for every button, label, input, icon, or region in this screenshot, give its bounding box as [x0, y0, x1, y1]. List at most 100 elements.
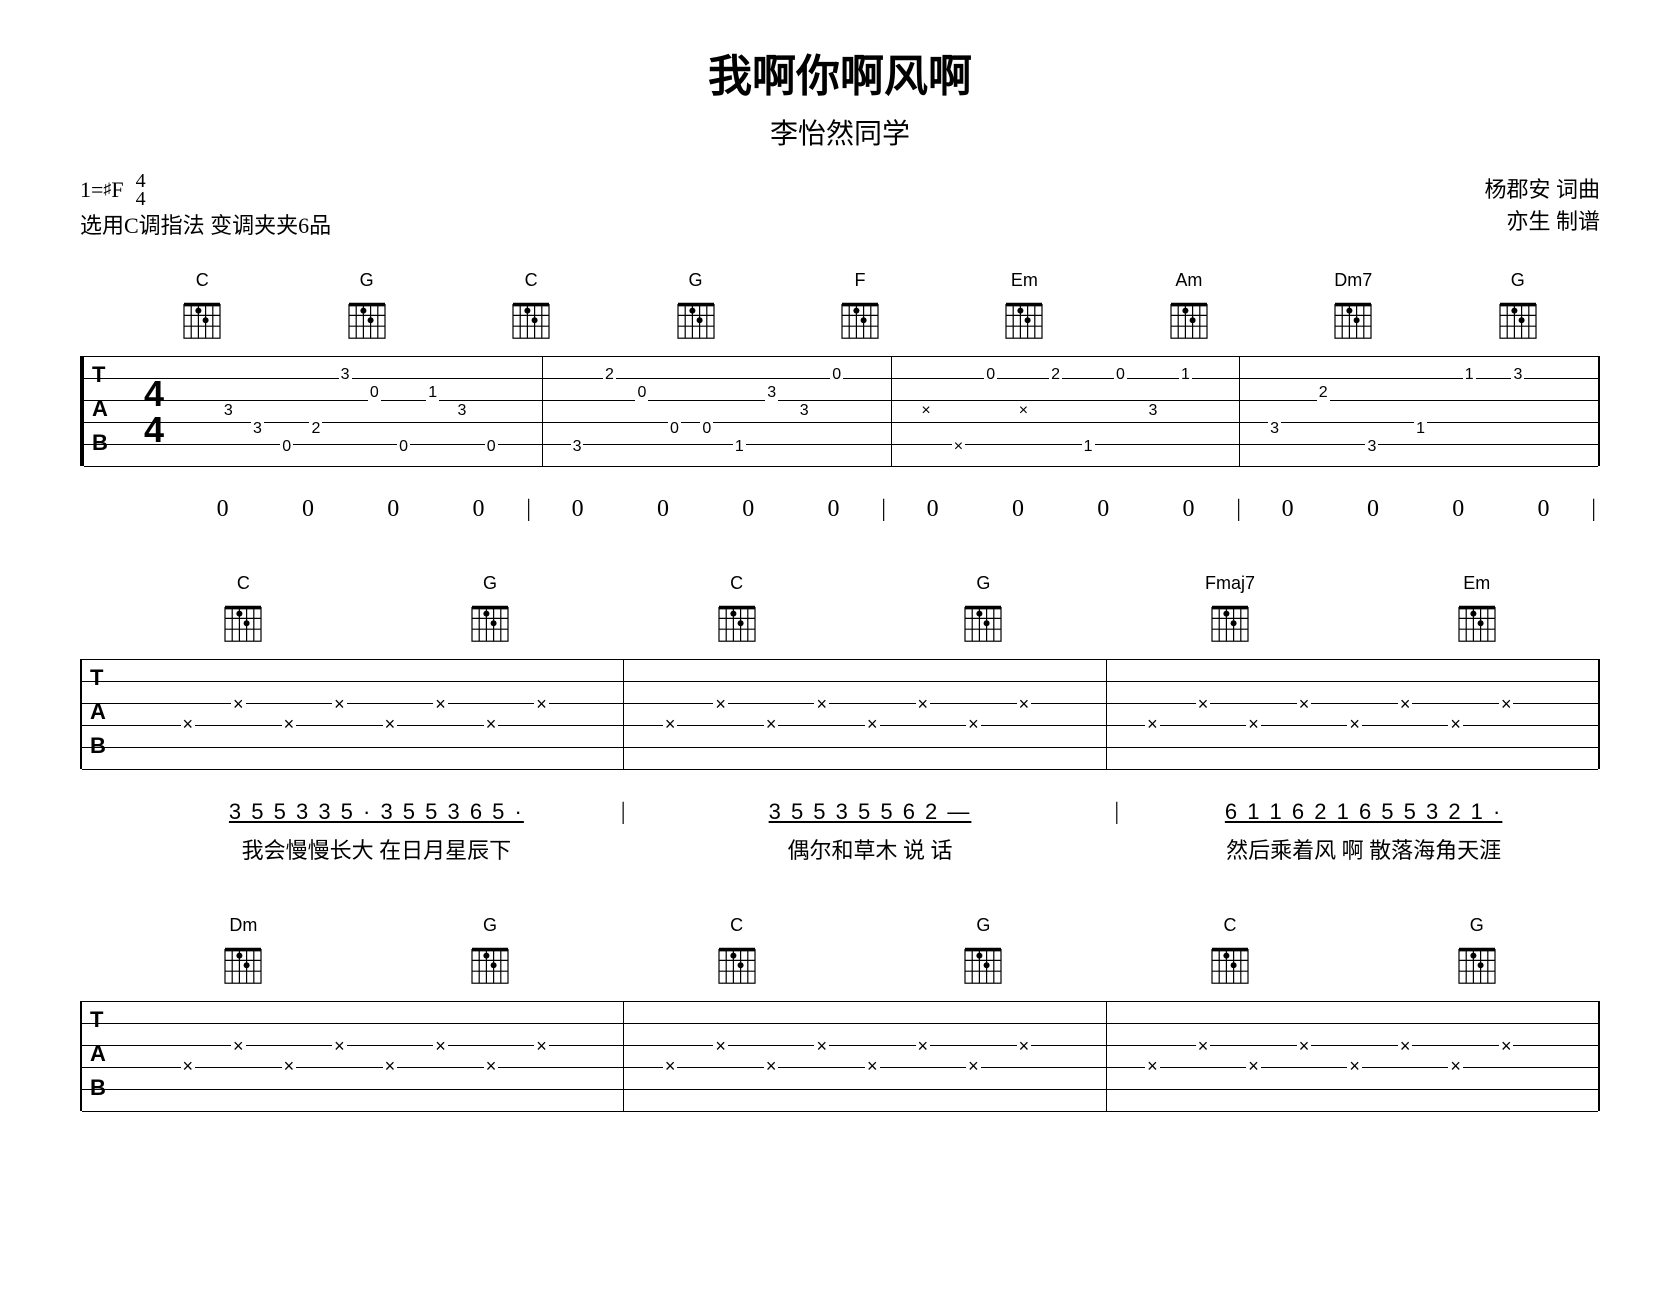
tab-note: 1: [1179, 366, 1192, 384]
chord-dm7: Dm7: [1271, 270, 1435, 348]
song-title: 我啊你啊风啊: [80, 40, 1600, 104]
jianpu-measure: 6 1 1 6 2 1 6 5 5 3 2 1 ·然后乘着风 啊 散落海角天涯: [1127, 799, 1600, 865]
tab-note: ×: [433, 1036, 448, 1057]
tab-note: 0: [280, 438, 293, 456]
tab-note: 0: [485, 438, 498, 456]
tab-note: ×: [1196, 1036, 1211, 1057]
tab-staff-1: T A B 4 4 3302300130320001330××0×2103132…: [80, 356, 1600, 466]
tab-staff-2: T A B ××××××××××××××××××××××××: [80, 659, 1600, 769]
tab-t: T: [92, 362, 105, 388]
tab-note: ×: [181, 1056, 196, 1077]
tab-note: ×: [814, 694, 829, 715]
rest-note: 0: [1282, 496, 1294, 523]
tab-note: ×: [1347, 714, 1362, 735]
tab-note: ×: [534, 694, 549, 715]
rest-note: 0: [1452, 496, 1464, 523]
tab-note: 3: [251, 420, 264, 438]
tab-note: 3: [798, 402, 811, 420]
tab-note: ×: [1297, 1036, 1312, 1057]
key-note: F: [111, 177, 123, 203]
rest-note: 0: [302, 496, 314, 523]
tab-note: 1: [733, 438, 746, 456]
tab-note: ×: [814, 1036, 829, 1057]
system-2: CGCGFmaj7Em T A B ××××××××××××××××××××××…: [80, 573, 1600, 865]
tab-a: A: [90, 699, 106, 725]
tab-b: B: [92, 430, 108, 456]
measure: ××××××××: [1107, 659, 1588, 769]
rest-note: 0: [572, 496, 584, 523]
tab-note: ×: [916, 1036, 931, 1057]
tab-note: 3: [1268, 420, 1281, 438]
chord-c: C: [613, 915, 860, 993]
chord-c: C: [120, 573, 367, 651]
tab-t: T: [90, 1007, 103, 1033]
tab-note: ×: [332, 694, 347, 715]
tab-note: 3: [456, 402, 469, 420]
tab-note: ×: [865, 714, 880, 735]
tab-note: 0: [1114, 366, 1127, 384]
barline: |: [1232, 496, 1245, 523]
tab-note: ×: [1017, 694, 1032, 715]
tab-note: ×: [966, 714, 981, 735]
tab-note: ×: [1398, 694, 1413, 715]
tab-note: 0: [984, 366, 997, 384]
tab-note: ×: [1347, 1056, 1362, 1077]
jianpu-measure: 3 5 5 3 5 5 6 2 —偶尔和草木 说 话: [634, 799, 1107, 865]
measure: 323113: [1240, 356, 1588, 466]
measure: 320001330: [543, 356, 892, 466]
tab-note: 3: [339, 366, 352, 384]
tab-note: 1: [426, 384, 439, 402]
chord-f: F: [778, 270, 942, 348]
tab-note: ×: [663, 714, 678, 735]
tab-note: ×: [1017, 402, 1030, 420]
tab-note: ×: [383, 714, 398, 735]
chord-c: C: [1107, 915, 1354, 993]
tab-b: B: [90, 1075, 106, 1101]
chord-c: C: [120, 270, 284, 348]
chord-g: G: [1436, 270, 1600, 348]
tab-note: ×: [1246, 714, 1261, 735]
chord-g: G: [284, 270, 448, 348]
credit-transcriber: 亦生 制谱: [1484, 204, 1600, 236]
meta-row: 1= ♯ F 4 4 选用C调指法 变调夹夹6品 杨郡安 词曲 亦生 制谱: [80, 172, 1600, 240]
tab-note: ×: [916, 694, 931, 715]
tab-note: ×: [919, 402, 932, 420]
measure: ××0×21031: [892, 356, 1241, 466]
tab-note: 2: [1317, 384, 1330, 402]
rest-note: 0: [217, 496, 229, 523]
tab-note: 3: [1511, 366, 1524, 384]
tab-note: ×: [484, 1056, 499, 1077]
tab-note: ×: [1145, 1056, 1160, 1077]
measure: ××××××××: [142, 1001, 624, 1111]
tab-note: ×: [383, 1056, 398, 1077]
chord-am: Am: [1107, 270, 1271, 348]
tab-note: ×: [332, 1036, 347, 1057]
tab-note: 2: [1049, 366, 1062, 384]
tab-note: 3: [571, 438, 584, 456]
artist-name: 李怡然同学: [80, 112, 1600, 152]
barline: |: [522, 496, 535, 523]
rest-note: 0: [1367, 496, 1379, 523]
tab-note: ×: [1448, 1056, 1463, 1077]
tab-note: ×: [433, 694, 448, 715]
tab-note: ×: [713, 694, 728, 715]
tab-note: ×: [484, 714, 499, 735]
tab-note: ×: [713, 1036, 728, 1057]
tab-note: 0: [700, 420, 713, 438]
tab-note: 0: [830, 366, 843, 384]
rest-note: 0: [387, 496, 399, 523]
tab-time-bottom: 4: [144, 412, 164, 448]
chord-g: G: [613, 270, 777, 348]
tab-note: ×: [231, 694, 246, 715]
tab-note: ×: [534, 1036, 549, 1057]
tab-time-top: 4: [144, 376, 164, 412]
tab-note: ×: [1499, 694, 1514, 715]
chord-g: G: [1353, 915, 1600, 993]
lyrics: 然后乘着风 啊 散落海角天涯: [1127, 833, 1600, 865]
tab-note: 2: [309, 420, 322, 438]
system-1: CGCGFEmAmDm7G T A B 4 4 3302300130320001…: [80, 270, 1600, 523]
measure: ××××××××: [142, 659, 624, 769]
chord-g: G: [860, 915, 1107, 993]
barline: |: [877, 496, 890, 523]
tab-note: ×: [764, 714, 779, 735]
